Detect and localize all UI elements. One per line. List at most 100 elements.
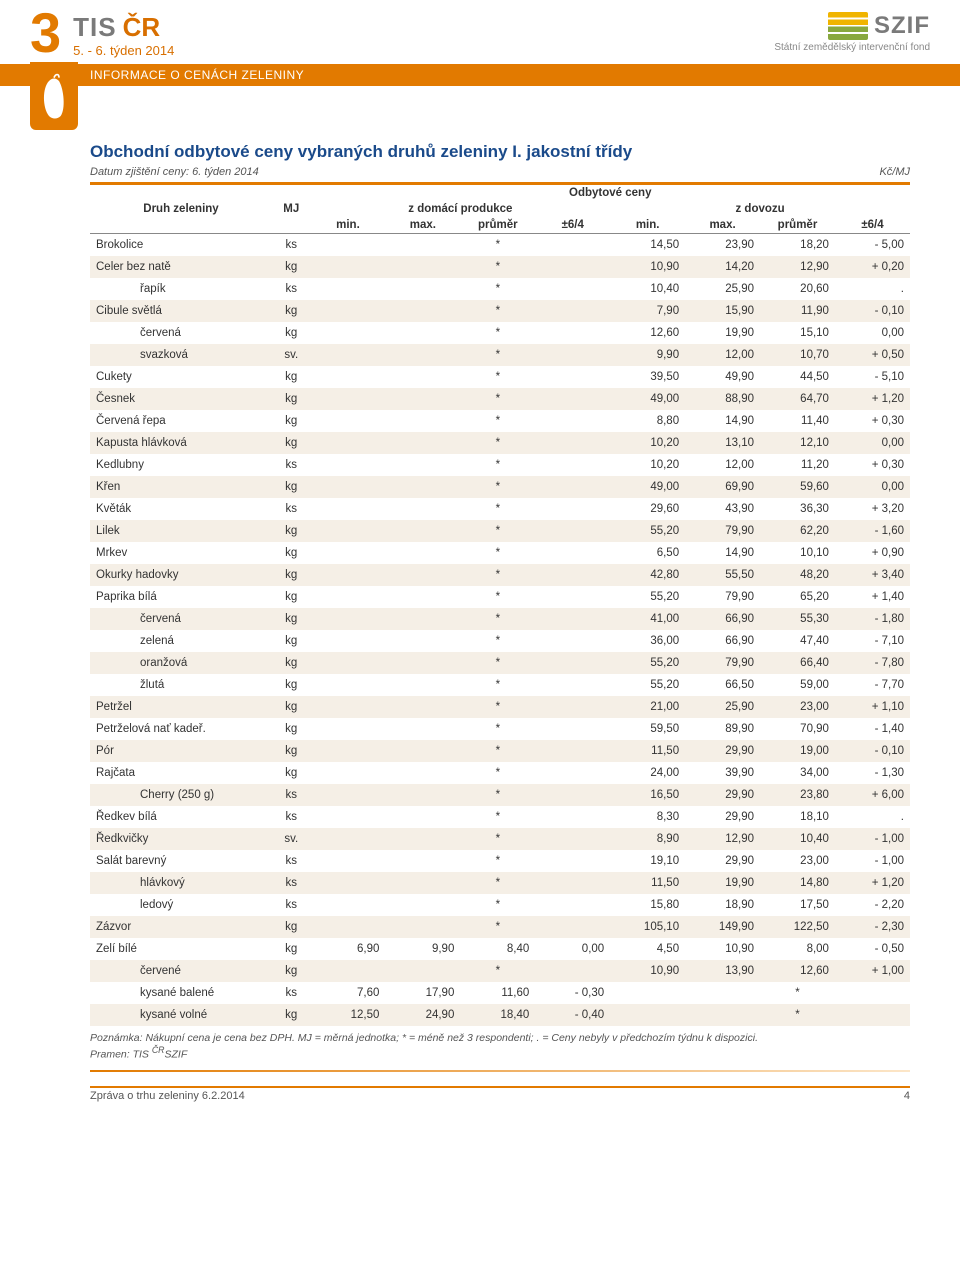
row-name: Petržel	[90, 696, 272, 718]
row-val-2: *	[460, 806, 535, 828]
row-val-3	[535, 278, 610, 300]
row-val-1	[385, 278, 460, 300]
row-val-6: 44,50	[760, 366, 835, 388]
row-val-7: + 0,30	[835, 454, 910, 476]
row-val-5: 89,90	[685, 718, 760, 740]
row-val-7: + 1,20	[835, 872, 910, 894]
row-val-1	[385, 718, 460, 740]
row-val-1	[385, 608, 460, 630]
row-val-3	[535, 872, 610, 894]
row-val-3	[535, 476, 610, 498]
row-mj: ks	[272, 872, 311, 894]
table-row: ledovýks*15,8018,9017,50- 2,20	[90, 894, 910, 916]
table-row: svazkovásv.*9,9012,0010,70+ 0,50	[90, 344, 910, 366]
table-row: kysané volnékg12,5024,9018,40- 0,40*	[90, 1004, 910, 1026]
row-val-5: 29,90	[685, 806, 760, 828]
table-row: Ředkev bíláks*8,3029,9018,10.	[90, 806, 910, 828]
table-row: Salát barevnýks*19,1029,9023,00- 1,00	[90, 850, 910, 872]
table-row: Červená řepakg*8,8014,9011,40+ 0,30	[90, 410, 910, 432]
row-val-2: 11,60	[460, 982, 535, 1004]
row-val-2: *	[460, 960, 535, 982]
row-mj: kg	[272, 520, 311, 542]
row-val-4: 55,20	[610, 520, 685, 542]
row-name: Česnek	[90, 388, 272, 410]
cr-text: ČR	[123, 12, 161, 43]
row-val-4: 7,90	[610, 300, 685, 322]
row-val-6: 17,50	[760, 894, 835, 916]
table-row: kysané balenéks7,6017,9011,60- 0,30*	[90, 982, 910, 1004]
row-mj: kg	[272, 586, 311, 608]
row-val-2: *	[460, 564, 535, 586]
row-val-6: 70,90	[760, 718, 835, 740]
row-mj: kg	[272, 388, 311, 410]
row-mj: kg	[272, 542, 311, 564]
row-name: Ředkev bílá	[90, 806, 272, 828]
row-val-7: + 0,50	[835, 344, 910, 366]
row-val-7: - 1,60	[835, 520, 910, 542]
row-val-2: *	[460, 872, 535, 894]
th-sub1: z domácí produkce	[311, 201, 611, 217]
row-val-1: 17,90	[385, 982, 460, 1004]
szif-logo-icon	[828, 12, 868, 40]
szif-text: SZIF	[874, 12, 930, 40]
th-col-2: průměr	[460, 217, 535, 234]
table-row: Kedlubnyks*10,2012,0011,20+ 0,30	[90, 454, 910, 476]
th-col-5: max.	[685, 217, 760, 234]
row-val-4: 24,00	[610, 762, 685, 784]
row-name: ledový	[90, 894, 272, 916]
row-val-6: 12,10	[760, 432, 835, 454]
row-val-1	[385, 388, 460, 410]
row-name: Ředkvičky	[90, 828, 272, 850]
row-name: červené	[90, 960, 272, 982]
row-val-7: - 0,10	[835, 300, 910, 322]
row-val-4: 12,60	[610, 322, 685, 344]
row-val-0	[311, 410, 386, 432]
row-val-4: 8,90	[610, 828, 685, 850]
row-val-1	[385, 410, 460, 432]
row-val-3	[535, 410, 610, 432]
row-val-4: 10,20	[610, 454, 685, 476]
row-mj: kg	[272, 1004, 311, 1026]
row-val-3	[535, 256, 610, 278]
row-val-3	[535, 718, 610, 740]
meta-row: Datum zjištění ceny: 6. týden 2014 Kč/MJ	[90, 166, 910, 178]
row-mj: kg	[272, 476, 311, 498]
table-row: Pórkg*11,5029,9019,00- 0,10	[90, 740, 910, 762]
row-val-2: *	[460, 696, 535, 718]
row-mj: sv.	[272, 344, 311, 366]
meta-left: Datum zjištění ceny: 6. týden 2014	[90, 166, 259, 178]
row-val-4: 15,80	[610, 894, 685, 916]
row-val-5: 29,90	[685, 740, 760, 762]
row-mj: ks	[272, 234, 311, 256]
row-val-2: *	[460, 630, 535, 652]
table-row: Petrželová nať kadeř.kg*59,5089,9070,90-…	[90, 718, 910, 740]
row-val-0	[311, 828, 386, 850]
row-val-3	[535, 608, 610, 630]
row-val-4: 55,20	[610, 652, 685, 674]
row-val-3	[535, 630, 610, 652]
table-row: Cibule světlákg*7,9015,9011,90- 0,10	[90, 300, 910, 322]
row-val-2: *	[460, 762, 535, 784]
row-val-5: 88,90	[685, 388, 760, 410]
row-val-6: 59,00	[760, 674, 835, 696]
row-mj: kg	[272, 696, 311, 718]
row-val-0	[311, 322, 386, 344]
row-val-5: 49,90	[685, 366, 760, 388]
row-val-1	[385, 498, 460, 520]
row-val-0	[311, 498, 386, 520]
row-val-1	[385, 652, 460, 674]
row-name: žlutá	[90, 674, 272, 696]
row-val-6: 55,30	[760, 608, 835, 630]
th-col-0: min.	[311, 217, 386, 234]
row-val-4: 55,20	[610, 674, 685, 696]
row-mj: ks	[272, 498, 311, 520]
row-val-3	[535, 542, 610, 564]
tis-brand: TIS ČR 5. - 6. týden 2014	[73, 12, 174, 58]
row-val-5	[685, 1004, 760, 1026]
row-val-2: *	[460, 476, 535, 498]
table-row: zelenákg*36,0066,9047,40- 7,10	[90, 630, 910, 652]
row-val-6: 19,00	[760, 740, 835, 762]
row-val-2: 18,40	[460, 1004, 535, 1026]
row-val-2: *	[460, 410, 535, 432]
row-val-2: *	[460, 344, 535, 366]
